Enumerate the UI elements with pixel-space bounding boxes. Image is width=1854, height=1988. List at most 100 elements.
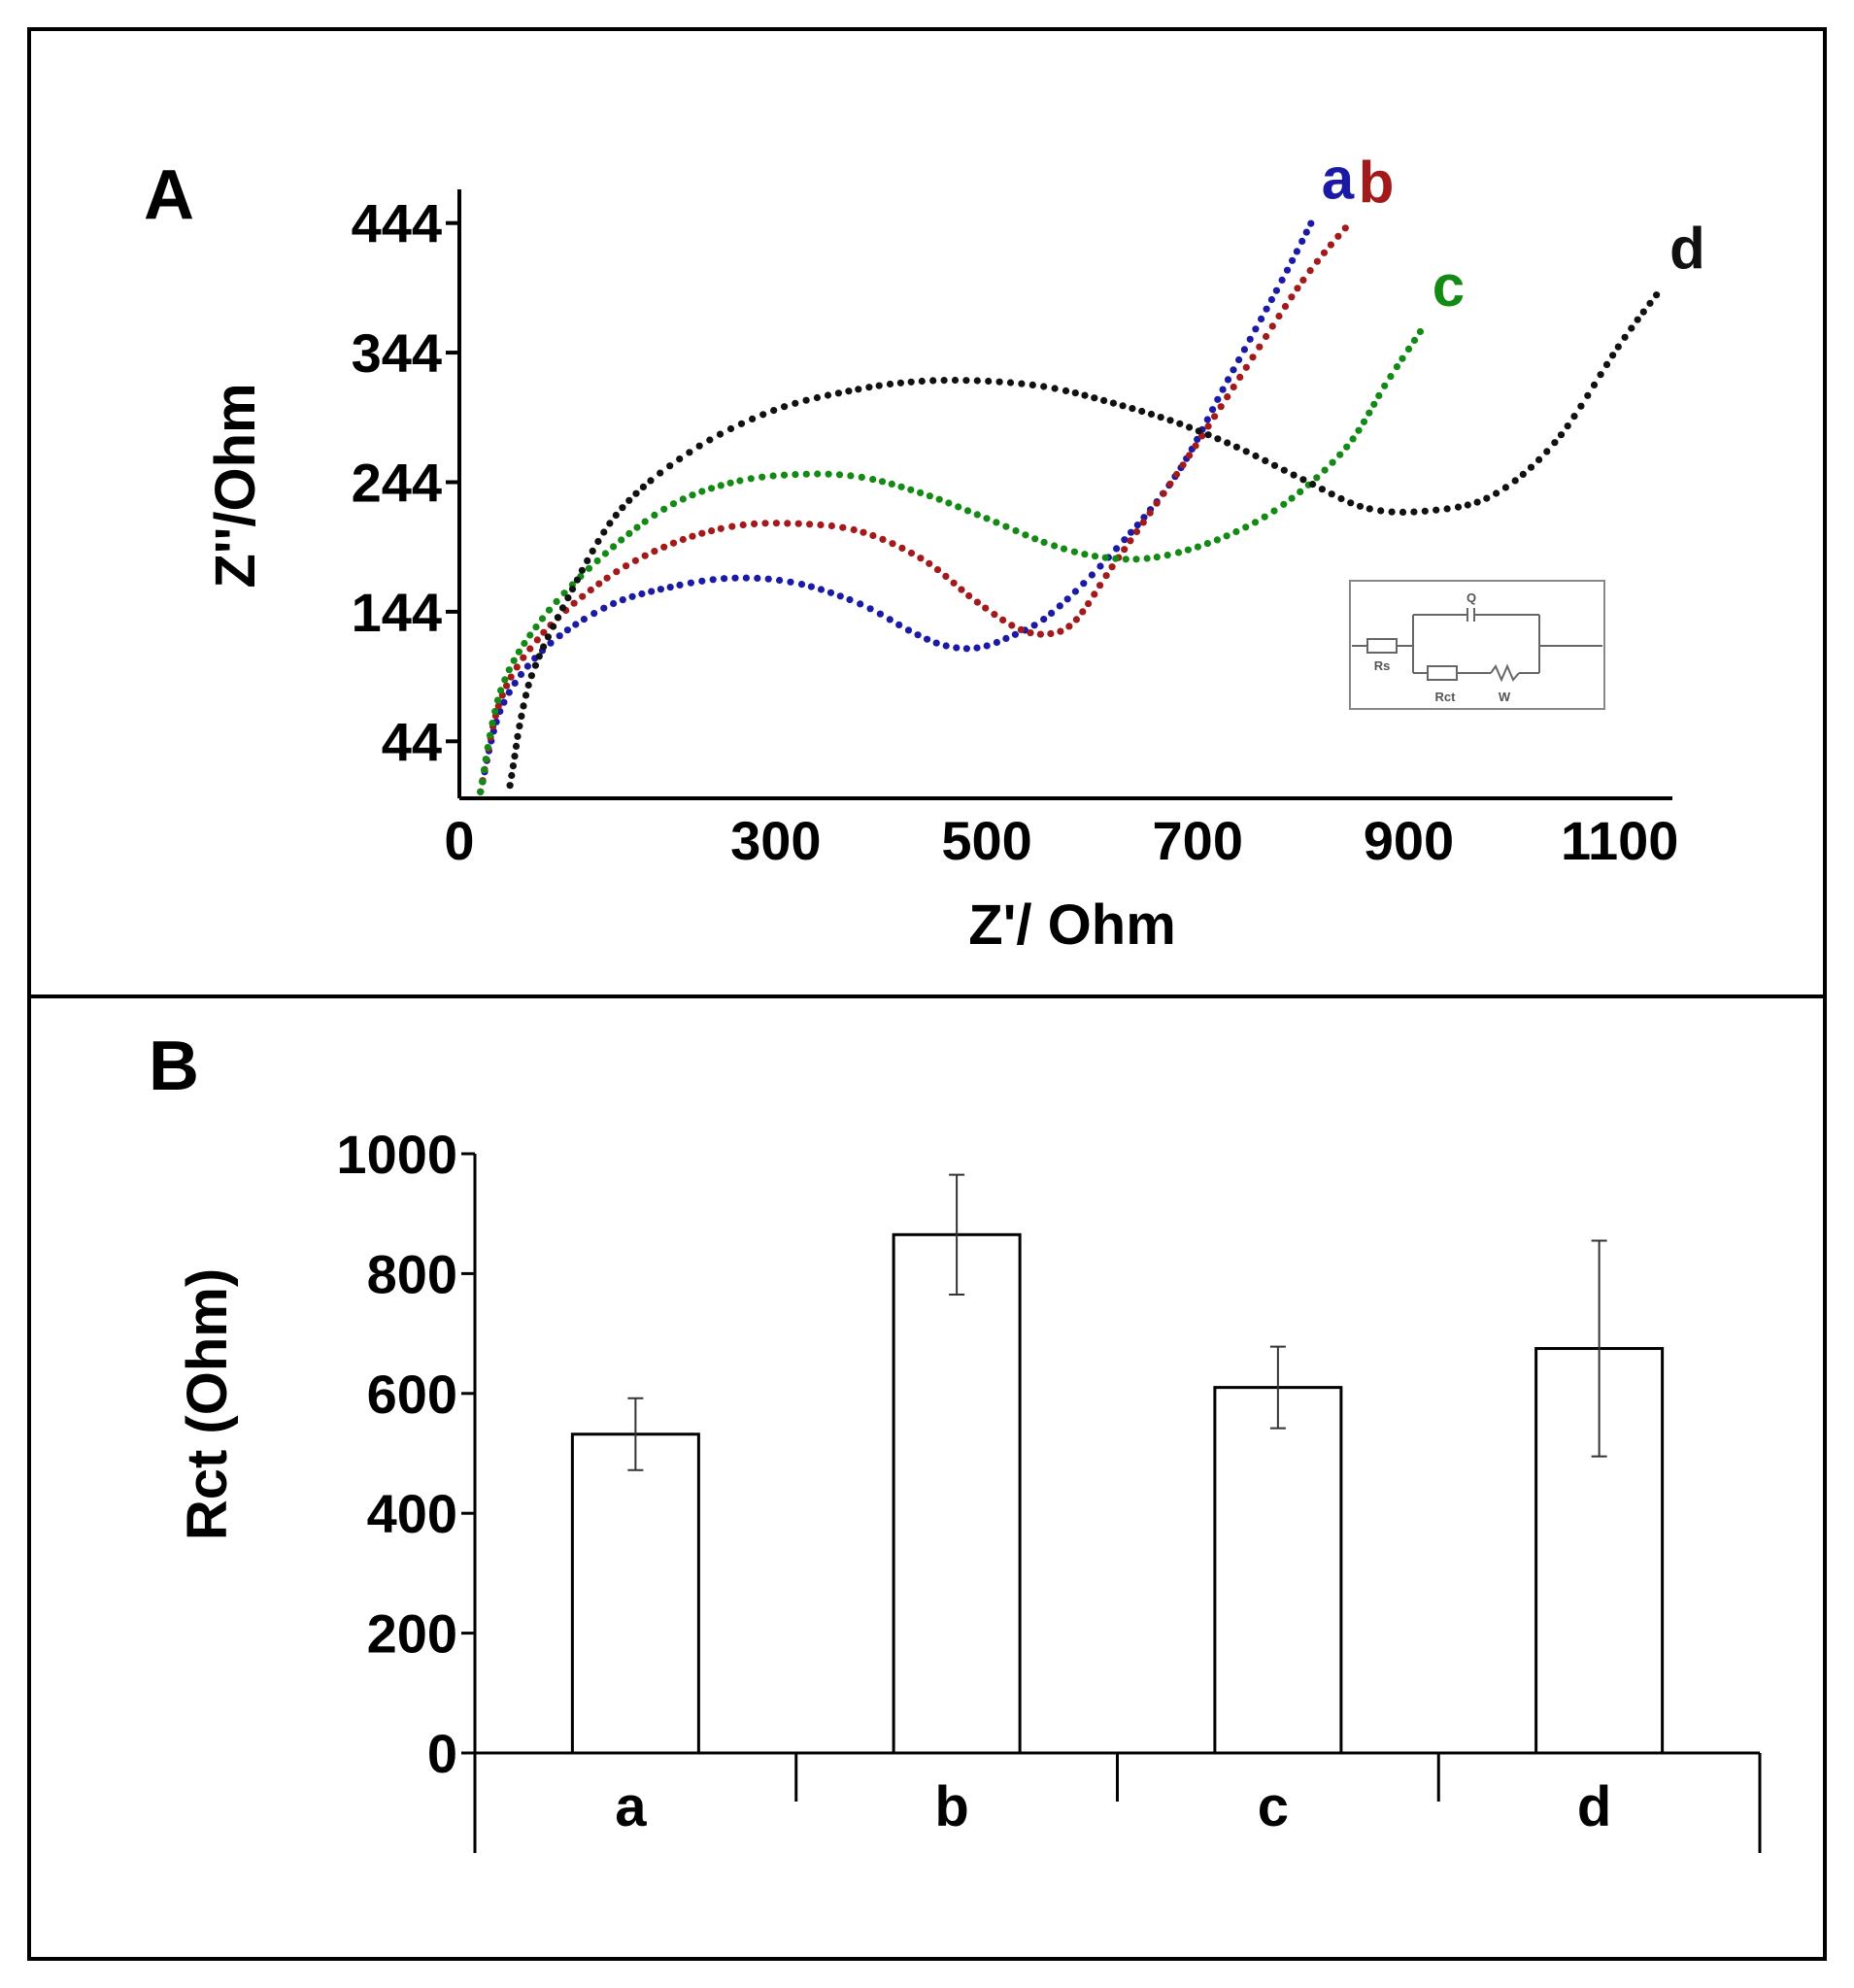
data-point-d <box>940 377 948 385</box>
data-point-b <box>669 539 678 547</box>
data-point-a <box>826 589 835 596</box>
data-point-d <box>1639 308 1647 316</box>
data-point-c <box>847 472 855 480</box>
data-point-a <box>698 577 706 585</box>
data-point-d <box>1242 448 1250 455</box>
data-point-d <box>512 742 521 751</box>
data-point-d <box>1501 484 1509 491</box>
data-point-d <box>1421 507 1429 515</box>
data-point-d <box>573 576 582 584</box>
data-point-b <box>570 599 578 607</box>
data-point-b <box>827 522 836 530</box>
data-point-a <box>1302 228 1310 236</box>
data-point-a <box>1214 395 1222 403</box>
data-point-a <box>1278 276 1286 284</box>
data-point-d <box>1119 402 1127 410</box>
panel-b-y-tick-label: 0 <box>427 1723 457 1784</box>
data-point-d <box>558 604 567 612</box>
data-point-c <box>1297 488 1304 495</box>
data-point-c <box>496 687 505 694</box>
data-point-b <box>926 559 933 567</box>
data-point-c <box>835 471 844 479</box>
data-point-c <box>477 788 485 795</box>
data-point-b <box>1341 224 1349 232</box>
data-point-d <box>584 556 591 565</box>
data-point-d <box>1138 407 1146 416</box>
data-point-a <box>1263 305 1270 313</box>
data-point-d <box>531 661 540 669</box>
data-point-d <box>1653 291 1661 299</box>
data-point-a <box>1096 562 1104 570</box>
data-point-d <box>802 396 810 404</box>
data-point-d <box>1224 439 1231 447</box>
data-point-d <box>1166 417 1174 424</box>
data-point-b <box>761 520 769 527</box>
data-point-a <box>505 689 513 696</box>
data-point-a <box>556 632 563 640</box>
data-point-c <box>1091 553 1099 560</box>
error-bar-b <box>949 1173 965 1296</box>
data-point-b <box>772 520 781 527</box>
data-point-a <box>1293 248 1300 255</box>
data-point-b <box>907 549 916 557</box>
data-point-b <box>587 586 594 594</box>
data-point-a <box>721 575 728 583</box>
data-point-c <box>1174 549 1183 556</box>
panel-b-y-tick-label: 200 <box>367 1603 457 1665</box>
data-point-d <box>508 771 516 780</box>
data-point-a <box>1080 580 1088 588</box>
data-point-c <box>963 507 972 515</box>
data-point-a <box>1209 406 1217 414</box>
data-point-c <box>1321 466 1329 474</box>
bar-c <box>1213 1386 1343 1755</box>
panel-a-y-tick-label: 44 <box>382 711 442 772</box>
data-point-c <box>1270 507 1278 515</box>
data-point-a <box>895 621 903 629</box>
data-point-d <box>1511 477 1519 485</box>
data-point-c <box>1313 474 1321 482</box>
data-point-d <box>770 407 778 415</box>
data-point-d <box>1564 422 1571 430</box>
data-point-a <box>1272 286 1280 294</box>
data-point-c <box>1184 546 1192 554</box>
data-point-d <box>1621 333 1629 341</box>
data-point-c <box>1223 532 1230 540</box>
panel-a-x-tick-label: 0 <box>444 810 474 871</box>
data-point-d <box>918 377 926 386</box>
data-point-d <box>632 489 640 497</box>
data-point-c <box>601 550 610 557</box>
data-point-d <box>1157 414 1164 421</box>
category-label-d: d <box>1577 1775 1611 1838</box>
data-point-d <box>516 723 523 730</box>
data-point-c <box>888 480 895 488</box>
data-point-b <box>1211 413 1219 421</box>
data-point-b <box>869 531 877 540</box>
data-point-b <box>1091 590 1098 598</box>
data-point-a <box>1128 528 1135 536</box>
data-point-d <box>1557 431 1566 439</box>
data-point-a <box>797 581 806 589</box>
data-point-c <box>1360 418 1368 425</box>
data-point-b <box>933 566 942 574</box>
data-point-d <box>813 393 822 402</box>
data-point-d <box>535 653 543 660</box>
panel-b-y-tick-label: 1000 <box>336 1124 457 1185</box>
data-point-a <box>1267 295 1275 304</box>
data-point-c <box>510 657 518 664</box>
data-point-d <box>759 411 767 419</box>
data-point-b <box>1072 616 1080 623</box>
data-point-c <box>993 519 1000 526</box>
data-point-a <box>866 605 874 613</box>
data-point-b <box>850 525 858 534</box>
inset-label-w: W <box>1499 690 1511 704</box>
data-point-a <box>731 574 739 582</box>
data-point-a <box>590 610 598 618</box>
panel-a-y-tick-label: 144 <box>352 582 442 643</box>
data-point-d <box>1634 316 1641 323</box>
data-point-c <box>1232 527 1240 536</box>
data-point-a <box>638 590 646 598</box>
data-point-b <box>1160 489 1167 497</box>
data-point-c <box>1387 373 1395 381</box>
data-point-a <box>1240 346 1248 354</box>
data-point-a <box>1289 256 1297 264</box>
